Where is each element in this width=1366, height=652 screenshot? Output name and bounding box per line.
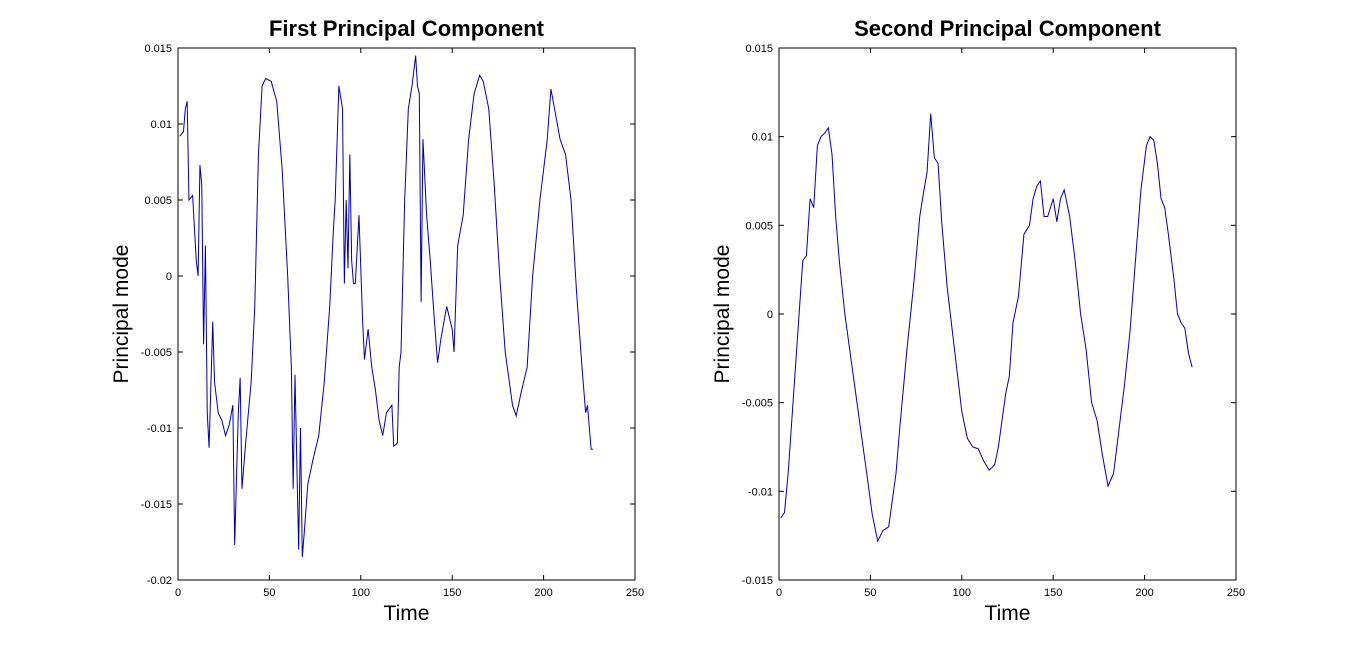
- subplot: 0 50 100 150 200 250 -0.02 -0.015 -0.01 -0.005 0 0.…: [110, 16, 644, 625]
- y-tick-label: 0.015: [144, 43, 172, 55]
- y-tick-label: -0.005: [141, 347, 172, 359]
- data-line: [179, 55, 593, 558]
- x-tick-label: 200: [534, 587, 552, 599]
- chart-title: First Principal Component: [269, 16, 545, 41]
- x-axis-label: Time: [384, 602, 430, 625]
- y-tick-label: -0.01: [748, 486, 773, 498]
- x-tick-label: 200: [1135, 587, 1153, 599]
- y-tick-label: -0.005: [742, 398, 773, 410]
- y-axis-label: Principal mode: [711, 245, 734, 384]
- y-tick-label: -0.02: [147, 575, 172, 587]
- x-tick-label: 50: [263, 587, 275, 599]
- x-tick-label: 100: [352, 587, 370, 599]
- y-tick-label: 0.015: [745, 43, 773, 55]
- y-axis-label: Principal mode: [110, 245, 133, 384]
- x-tick-label: 150: [443, 587, 461, 599]
- x-tick-label: 100: [953, 587, 971, 599]
- x-axis-label: Time: [985, 602, 1031, 625]
- x-tick-label: 150: [1044, 587, 1062, 599]
- x-tick-label: 50: [864, 587, 876, 599]
- y-tick-label: -0.015: [141, 499, 172, 511]
- y-tick-label: 0.005: [745, 220, 773, 232]
- x-tick-label: 0: [175, 587, 181, 599]
- x-tick-label: 0: [776, 587, 782, 599]
- axes-box: [778, 47, 1237, 581]
- chart-title: Second Principal Component: [854, 16, 1161, 41]
- x-tick-label: 250: [626, 587, 644, 599]
- y-tick-label: 0: [767, 309, 773, 321]
- subplot: 0 50 100 150 200 250 -0.015 -0.01 -0.005 0 0.005 0.…: [711, 16, 1245, 625]
- y-tick-label: -0.015: [742, 575, 773, 587]
- data-line: [780, 113, 1193, 543]
- axes-box: [177, 47, 636, 581]
- y-tick-label: 0.01: [151, 119, 172, 131]
- y-tick-label: 0: [166, 271, 172, 283]
- y-tick-label: 0.01: [752, 132, 773, 144]
- x-tick-label: 250: [1227, 587, 1245, 599]
- y-tick-label: -0.01: [147, 423, 172, 435]
- y-tick-label: 0.005: [144, 195, 172, 207]
